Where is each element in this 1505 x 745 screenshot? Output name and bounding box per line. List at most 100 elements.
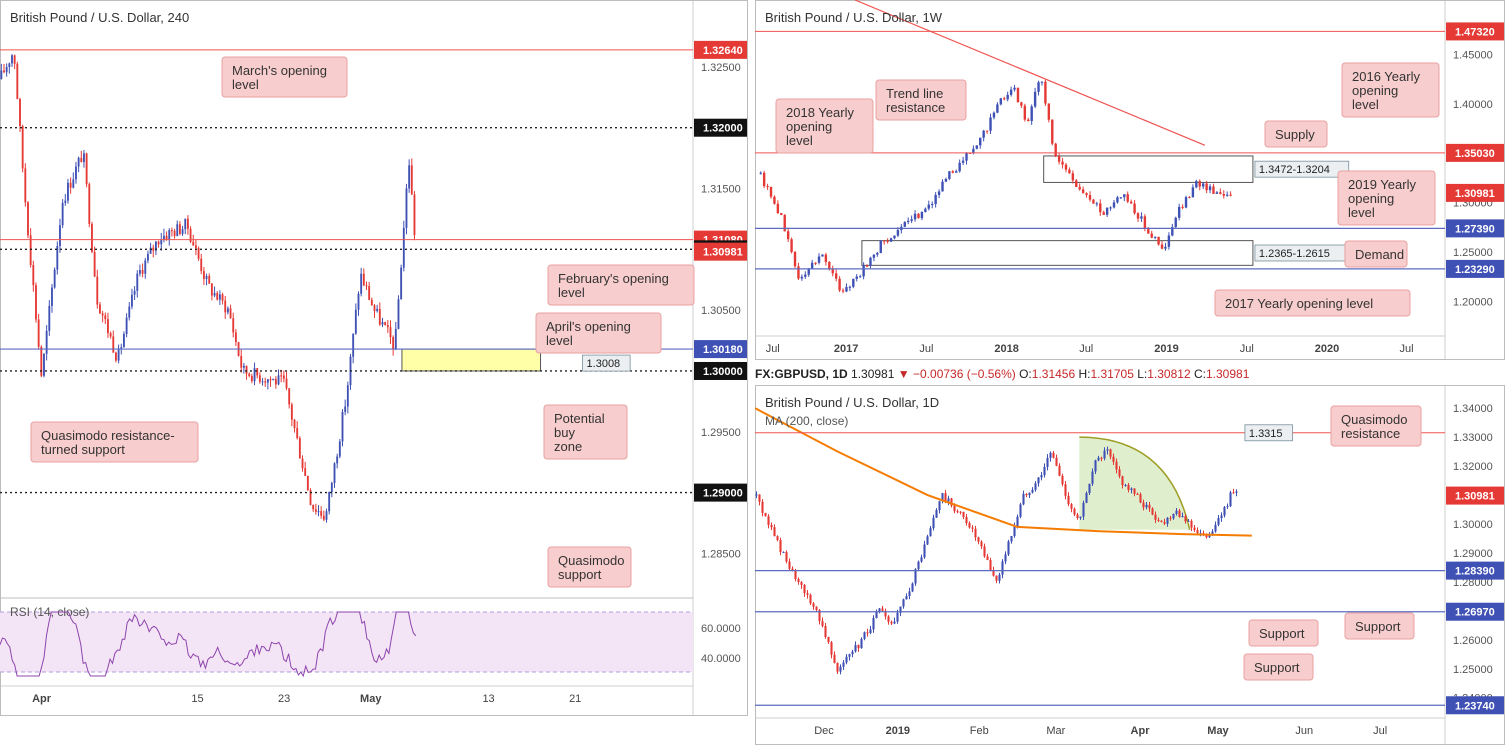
candle-body: [1049, 452, 1052, 458]
candle-body: [133, 290, 136, 295]
candle-body: [72, 179, 75, 188]
candle-body: [1051, 119, 1054, 144]
price-tick-label: 1.32500: [701, 62, 741, 74]
candle-body: [1007, 541, 1010, 555]
zone-label: 1.3315: [1249, 428, 1283, 440]
candle-body: [1163, 522, 1166, 524]
candle-body: [357, 293, 360, 310]
candle-body: [45, 330, 48, 354]
candle-body: [325, 511, 328, 520]
candle-body: [288, 388, 291, 405]
candle-body: [1109, 449, 1112, 457]
candle-body: [91, 224, 93, 252]
candle-body: [1148, 504, 1151, 509]
candle-body: [1201, 183, 1205, 187]
chart-title: British Pound / U.S. Dollar, 1W: [765, 10, 943, 25]
candle-body: [1112, 202, 1116, 208]
candle-body: [138, 270, 141, 274]
candle-body: [848, 286, 852, 288]
candle-body: [827, 636, 830, 643]
ma-label: MA (200, close): [765, 414, 848, 428]
candle-body: [245, 365, 248, 374]
candle-body: [893, 235, 896, 239]
annotation-text: Quasimodo: [558, 553, 624, 568]
candle-body: [128, 306, 131, 318]
candle-body: [1025, 493, 1028, 496]
candle-body: [1001, 561, 1004, 575]
candle-body: [1006, 94, 1009, 100]
annotation-text: zone: [554, 439, 582, 454]
candle-body: [3, 70, 5, 73]
candle-body: [1225, 194, 1229, 196]
candle-body: [240, 355, 243, 368]
price-badge: [1446, 486, 1504, 505]
candle-body: [791, 568, 794, 571]
moving-average-line: [755, 407, 1252, 537]
candle-body: [1235, 491, 1238, 493]
chart-w1[interactable]: 1.450001.400001.350001.300001.250001.200…: [755, 0, 1505, 360]
candle-body: [800, 276, 804, 279]
candle-body: [213, 293, 216, 296]
curve-shading: [1079, 437, 1190, 530]
candle-body: [261, 381, 264, 383]
annotation-text: Support: [1355, 619, 1401, 634]
candle-body: [860, 638, 863, 649]
candle-body: [950, 498, 953, 506]
annotation-text: Support: [1259, 626, 1305, 641]
candle-body: [1184, 197, 1188, 208]
candle-body: [902, 599, 905, 607]
annotation-box: [1341, 62, 1440, 118]
candle-body: [131, 294, 133, 307]
candle-body: [400, 267, 403, 300]
time-tick-label: Jul: [766, 343, 780, 355]
chart-d1[interactable]: 1.340001.330001.320001.310001.300001.290…: [755, 385, 1505, 745]
price-tick-label: 1.33000: [1453, 432, 1493, 444]
price-badge-label: 1.47320: [1455, 26, 1495, 38]
rsi-band: [0, 612, 693, 672]
price-badge-label: 1.27390: [1455, 223, 1495, 235]
chart-h4[interactable]: 1.32500 1.31500 1.30500 1.29500 1.28500 Apr 15…: [0, 0, 748, 716]
candle-body: [1097, 457, 1100, 461]
time-tick-label: Feb: [970, 725, 989, 737]
price-tick-label: 1.45000: [1453, 49, 1493, 61]
candle-body: [1022, 493, 1025, 505]
candle-body: [338, 441, 341, 457]
candle-body: [99, 304, 101, 314]
time-tick-label: Jul: [1240, 343, 1254, 355]
candle-body: [21, 126, 24, 169]
candle-body: [1222, 194, 1225, 196]
candle-body: [848, 654, 851, 657]
candle-body: [855, 276, 858, 279]
candle-body: [381, 322, 384, 325]
time-tick-label: 2018: [994, 343, 1018, 355]
candle-body: [1040, 81, 1044, 83]
candle-body: [202, 271, 205, 279]
candle-body: [893, 621, 896, 624]
candle-body: [197, 248, 200, 259]
price-tick-label: 1.30500: [701, 305, 741, 317]
candle-body: [272, 378, 275, 381]
ohlc-high: 1.31705: [1090, 367, 1134, 381]
zone-label-box: [1244, 424, 1293, 442]
candle-body: [160, 239, 163, 245]
candle-body: [910, 219, 913, 221]
candle-body: [1102, 212, 1105, 215]
candle-body: [1142, 502, 1145, 508]
candle-body: [834, 273, 838, 279]
annotation-text: 2018 Yearly: [786, 105, 854, 120]
annotation-text: turned support: [41, 442, 125, 457]
annotation-text: Demand: [1355, 247, 1404, 262]
candle-body: [125, 317, 128, 335]
annotation-box: [1330, 405, 1422, 447]
candle-body: [937, 191, 941, 195]
candle-body: [896, 230, 900, 236]
candle-body: [250, 375, 253, 382]
down-arrow-icon: ▼: [897, 367, 910, 381]
candle-body: [830, 642, 833, 655]
candle-body: [1153, 236, 1157, 238]
ohlc-high-label: H:: [1078, 367, 1091, 381]
candle-body: [1052, 452, 1055, 458]
time-tick-label: Dec: [814, 725, 834, 737]
candle-body: [793, 252, 797, 267]
